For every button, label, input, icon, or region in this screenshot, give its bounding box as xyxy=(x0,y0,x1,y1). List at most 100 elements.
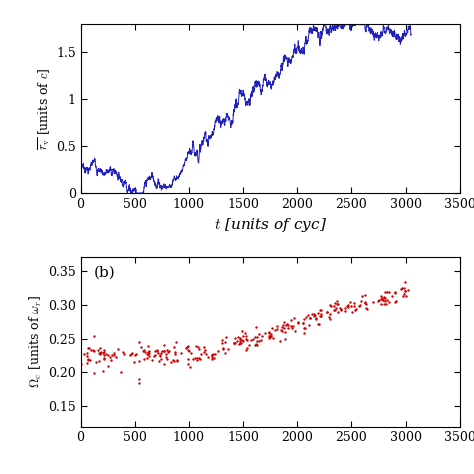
Point xyxy=(144,350,152,357)
Point xyxy=(157,356,165,363)
Point xyxy=(132,350,139,358)
Point xyxy=(266,333,274,341)
Point xyxy=(120,350,128,358)
Point xyxy=(163,355,170,363)
Point xyxy=(83,359,91,366)
Point xyxy=(381,293,388,301)
Point xyxy=(78,360,85,368)
Point xyxy=(111,349,118,357)
Point xyxy=(317,310,325,318)
Point xyxy=(388,292,396,300)
Point xyxy=(100,355,108,363)
Point xyxy=(281,328,289,336)
Point xyxy=(378,301,385,308)
Point xyxy=(358,292,365,300)
Point xyxy=(244,336,251,344)
Point xyxy=(300,319,307,327)
Point xyxy=(294,318,302,326)
Point xyxy=(242,335,250,343)
Point xyxy=(249,336,257,343)
Point xyxy=(281,335,289,343)
Point xyxy=(90,332,98,339)
Point xyxy=(400,284,408,292)
Point xyxy=(96,345,104,352)
Point xyxy=(288,324,296,332)
Point xyxy=(302,313,310,321)
Point xyxy=(231,339,239,347)
Point xyxy=(284,324,292,332)
Point xyxy=(267,330,275,338)
Point xyxy=(96,349,103,357)
Point xyxy=(255,331,263,338)
Point xyxy=(330,302,337,310)
Point xyxy=(100,348,108,356)
Point xyxy=(128,350,135,358)
Point xyxy=(173,357,181,365)
Point xyxy=(265,329,273,337)
Point xyxy=(98,348,105,356)
Point xyxy=(185,348,192,356)
Point xyxy=(330,307,338,314)
Point xyxy=(291,314,298,321)
Point xyxy=(341,307,349,315)
Point xyxy=(314,309,321,317)
Point xyxy=(221,338,229,346)
Point xyxy=(284,321,292,328)
Point xyxy=(214,347,222,355)
Point xyxy=(97,351,104,358)
Point xyxy=(280,321,287,329)
Point xyxy=(337,305,345,313)
Point xyxy=(241,329,248,337)
Text: (b): (b) xyxy=(94,266,116,280)
Point xyxy=(326,301,333,309)
Point xyxy=(317,312,325,320)
Point xyxy=(350,300,358,307)
Point xyxy=(187,350,195,357)
Point xyxy=(278,324,286,331)
Point xyxy=(202,350,210,358)
X-axis label: $t$ [units of cyc]: $t$ [units of cyc] xyxy=(214,217,327,235)
Point xyxy=(334,300,342,308)
Point xyxy=(235,340,242,347)
Point xyxy=(167,358,175,366)
Point xyxy=(362,300,370,307)
Point xyxy=(130,358,138,365)
Point xyxy=(104,351,112,358)
Point xyxy=(382,289,389,296)
Point xyxy=(252,340,260,348)
Point xyxy=(84,356,91,363)
Point xyxy=(307,314,314,321)
Point xyxy=(344,303,351,311)
Point xyxy=(268,324,276,332)
Point xyxy=(209,350,216,358)
Point xyxy=(171,357,178,365)
Point xyxy=(277,327,285,334)
Point xyxy=(91,369,98,376)
Point xyxy=(253,341,261,349)
Point xyxy=(344,301,352,309)
Point xyxy=(273,322,281,329)
Point xyxy=(332,299,339,307)
Point xyxy=(251,333,259,340)
Point xyxy=(158,347,166,355)
Point xyxy=(316,307,323,314)
Point xyxy=(104,362,112,369)
Point xyxy=(379,296,386,303)
Point xyxy=(326,310,334,318)
Point xyxy=(237,339,245,346)
Point xyxy=(254,337,261,345)
Point xyxy=(375,297,383,304)
Point xyxy=(208,351,216,358)
Point xyxy=(231,334,238,341)
Point xyxy=(183,343,191,351)
Point xyxy=(154,349,162,357)
Point xyxy=(386,298,393,305)
Point xyxy=(171,348,179,356)
Point xyxy=(369,298,376,305)
Point xyxy=(325,313,333,321)
Point xyxy=(144,348,151,356)
Point xyxy=(267,332,275,340)
Point xyxy=(294,319,302,327)
Point xyxy=(148,356,156,364)
Point xyxy=(187,364,194,371)
